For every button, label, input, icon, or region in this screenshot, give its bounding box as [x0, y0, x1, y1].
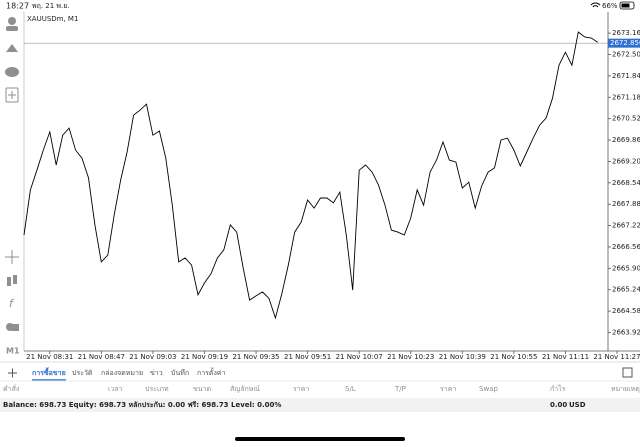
x-tick-label: 21 Nov 09:03 — [129, 353, 176, 361]
y-tick-label: 2663.920 — [612, 329, 640, 337]
x-tick-label: 21 Nov 08:47 — [78, 353, 125, 361]
tab[interactable]: กล่องจดหมาย — [101, 369, 143, 377]
chart-symbol: XAUUSDm, M1 — [27, 15, 78, 23]
y-tick-label: 2669.200 — [612, 157, 640, 165]
y-tick-label: 2666.560 — [612, 243, 640, 251]
tab[interactable]: ประวัติ — [72, 369, 93, 377]
battery-level: 66% — [602, 2, 618, 10]
new-order-icon[interactable] — [5, 87, 19, 103]
x-tick-label: 21 Nov 11:27 — [593, 353, 640, 361]
indicator-icon[interactable]: f — [9, 297, 15, 310]
y-tick-label: 2665.900 — [612, 264, 640, 272]
panel-toggle[interactable] — [622, 367, 633, 378]
column-header[interactable]: ขนาด — [193, 385, 211, 393]
trade-icon[interactable] — [6, 44, 18, 52]
x-tick-label: 21 Nov 09:35 — [232, 353, 279, 361]
tab[interactable]: ข่าว — [150, 369, 163, 377]
battery-icon — [619, 1, 635, 10]
column-header[interactable]: Swap — [479, 385, 498, 393]
y-tick-label: 2671.180 — [612, 93, 640, 101]
new-order-plus — [8, 91, 16, 99]
left-toolbar: f — [5, 17, 19, 331]
candles-icon-2 — [13, 275, 17, 284]
price-line — [23, 31, 598, 320]
x-tick-label: 21 Nov 11:11 — [542, 353, 589, 361]
x-tick-label: 21 Nov 08:31 — [26, 353, 73, 361]
account-profit: 0.00 — [550, 401, 567, 409]
y-tick-label: 2667.880 — [612, 200, 640, 208]
tab[interactable]: การตั้งค่า — [197, 366, 226, 377]
x-tick-label: 21 Nov 09:51 — [284, 353, 331, 361]
column-header[interactable]: S/L — [345, 385, 356, 393]
tabs: การซื้อขาย ประวัติ กล่องจดหมาย ข่าว บันทึก กา… — [32, 366, 226, 381]
x-tick-label: 21 Nov 10:23 — [387, 353, 434, 361]
y-tick-label: 2668.540 — [612, 179, 640, 187]
timeframe-button[interactable]: M1 — [6, 347, 20, 356]
current-price-label: 2672.850 — [610, 39, 640, 47]
column-header[interactable]: เวลา — [108, 385, 123, 393]
tab[interactable]: การซื้อขาย — [32, 366, 66, 377]
account-summary: Balance: 698.73 Equity: 698.73 หลักประกั… — [3, 401, 281, 409]
x-tick-label: 21 Nov 09:19 — [181, 353, 228, 361]
y-tick-label: 2669.860 — [612, 136, 640, 144]
y-tick-label: 2673.160 — [612, 29, 640, 37]
battery-fill — [621, 3, 630, 8]
x-tick-label: 21 Nov 10:07 — [336, 353, 383, 361]
account-icon-body — [6, 26, 18, 31]
x-tick-label: 21 Nov 10:39 — [439, 353, 486, 361]
table-header: คำสั่ง เวลา ประเภท ขนาด สัญลักษณ์ ราคา S/L T/P ร… — [3, 384, 640, 393]
wifi-icon — [590, 2, 601, 8]
column-header[interactable]: หมายเหตุ — [611, 385, 640, 393]
column-header[interactable]: กำไร — [550, 384, 566, 393]
y-tick-label: 2665.240 — [612, 286, 640, 294]
y-tick-label: 2664.580 — [612, 307, 640, 315]
column-header[interactable]: คำสั่ง — [3, 384, 19, 393]
chat-icon[interactable] — [5, 67, 19, 77]
status-time: 18:27 — [6, 2, 29, 11]
plot: 2673.160 2672.500 2671.840 2671.180 2670.520… — [23, 29, 640, 361]
column-header[interactable]: สัญลักษณ์ — [230, 385, 260, 393]
column-header[interactable]: ราคา — [293, 385, 309, 393]
y-tick-label: 2671.840 — [612, 72, 640, 80]
add-button[interactable] — [8, 368, 17, 378]
column-header[interactable]: ประเภท — [145, 385, 169, 393]
status-date: พฤ. 21 พ.ย. — [32, 2, 70, 10]
account-row — [0, 398, 640, 412]
current-price-box — [608, 38, 640, 48]
column-header[interactable]: ราคา — [440, 385, 456, 393]
column-header[interactable]: T/P — [394, 385, 406, 393]
x-tick-label: 21 Nov 10:55 — [490, 353, 537, 361]
crosshair-icon[interactable] — [5, 250, 19, 264]
y-tick-label: 2667.220 — [612, 222, 640, 230]
tab[interactable]: บันทึก — [171, 368, 189, 377]
home-indicator — [235, 437, 405, 441]
account-currency: USD — [569, 401, 586, 409]
y-tick-label: 2672.500 — [612, 51, 640, 59]
objects-icon-2 — [12, 324, 19, 331]
candles-icon[interactable] — [7, 277, 11, 286]
account-icon[interactable] — [8, 17, 16, 25]
y-tick-label: 2670.520 — [612, 115, 640, 123]
